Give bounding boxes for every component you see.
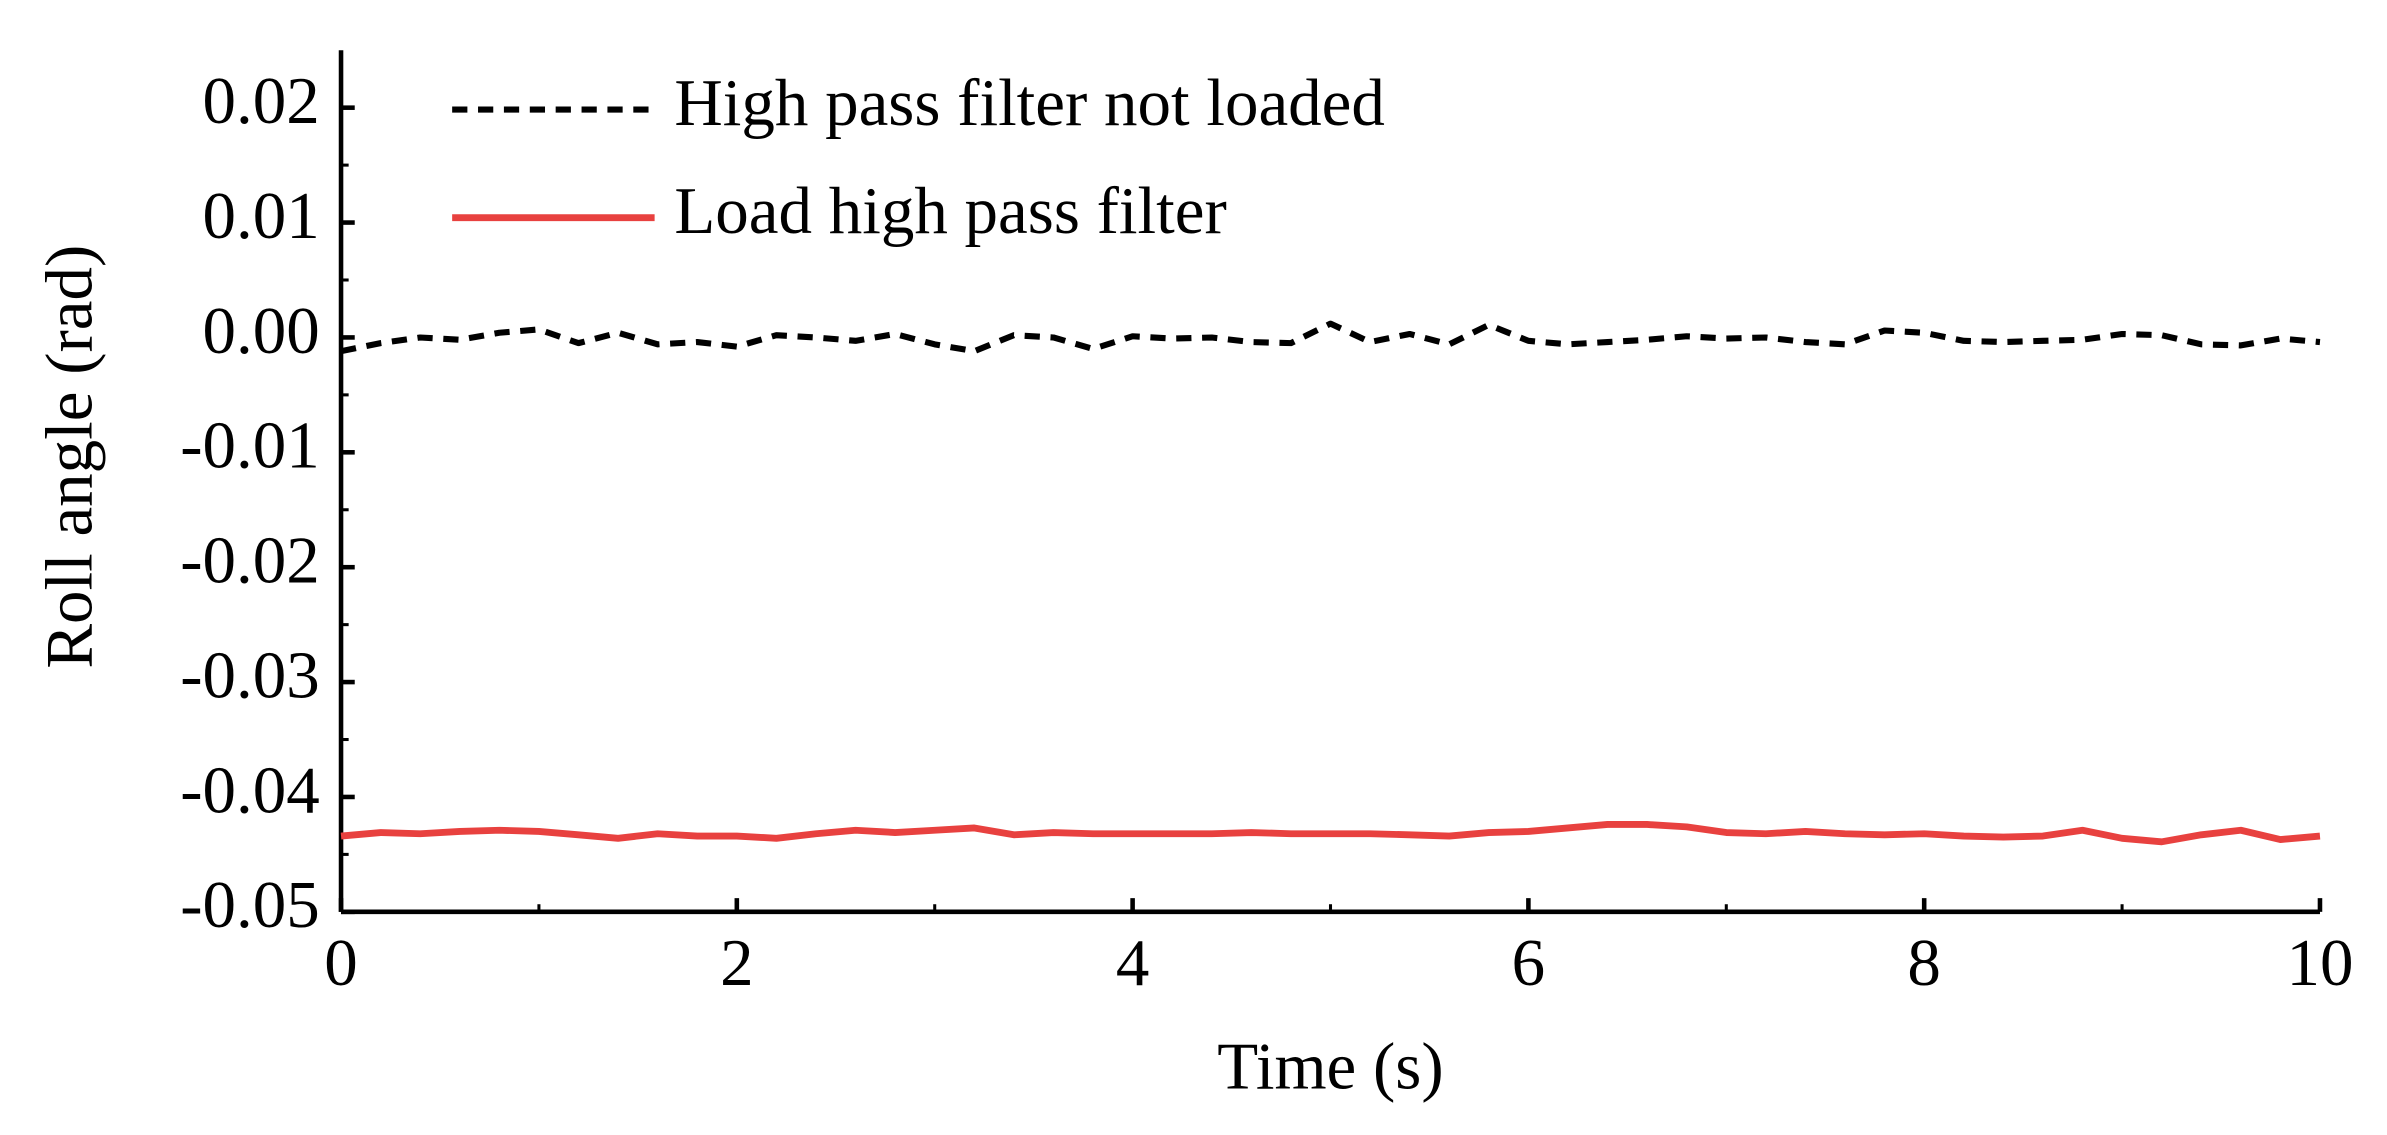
series-line	[340, 320, 2321, 355]
y-tick-label: -0.02	[180, 524, 319, 598]
x-tick-label: 4	[1116, 926, 1149, 1000]
y-tick-label: 0.02	[203, 64, 320, 138]
y-tick-label: 0.00	[203, 294, 320, 368]
x-tick-label: 10	[2286, 926, 2353, 1000]
y-tick-label: -0.03	[180, 638, 319, 712]
y-axis-title: Roll angle (rad)	[33, 245, 107, 669]
y-tick-label: 0.01	[203, 179, 320, 253]
x-tick-label: 8	[1907, 926, 1940, 1000]
x-tick-label: 0	[324, 926, 357, 1000]
legend-label: Load high pass filter	[674, 174, 1226, 248]
x-axis-title: Time (s)	[1217, 1030, 1443, 1104]
series-line	[340, 821, 2321, 846]
x-tick-label: 2	[720, 926, 753, 1000]
legend-label: High pass filter not loaded	[674, 66, 1384, 140]
y-tick-label: -0.05	[180, 868, 319, 942]
y-tick-label: -0.01	[180, 409, 319, 483]
x-tick-label: 6	[1512, 926, 1545, 1000]
y-tick-label: -0.04	[180, 753, 319, 827]
